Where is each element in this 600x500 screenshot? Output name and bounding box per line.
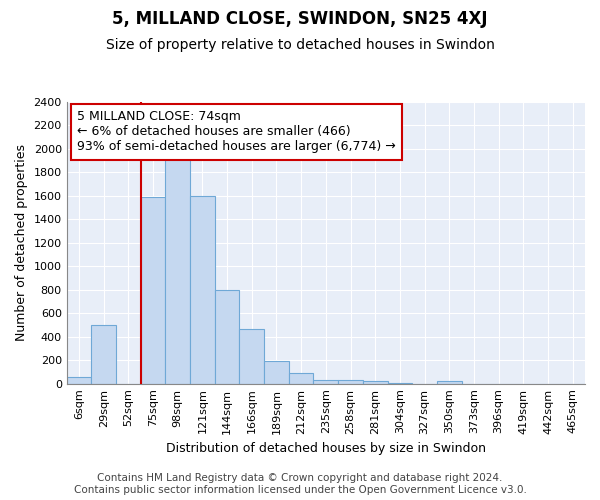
Bar [264,362,289,384]
Text: Size of property relative to detached houses in Swindon: Size of property relative to detached ho… [106,38,494,52]
Bar [437,382,461,384]
Bar [338,380,363,384]
Bar [215,290,239,384]
Bar [91,325,116,384]
Bar [141,197,166,384]
Y-axis label: Number of detached properties: Number of detached properties [15,144,28,342]
Text: Contains HM Land Registry data © Crown copyright and database right 2024.
Contai: Contains HM Land Registry data © Crown c… [74,474,526,495]
Bar [166,154,190,384]
Bar [239,328,264,384]
Bar [67,376,91,384]
Bar [363,382,388,384]
Bar [190,196,215,384]
Bar [313,380,338,384]
X-axis label: Distribution of detached houses by size in Swindon: Distribution of detached houses by size … [166,442,486,455]
Text: 5 MILLAND CLOSE: 74sqm
← 6% of detached houses are smaller (466)
93% of semi-det: 5 MILLAND CLOSE: 74sqm ← 6% of detached … [77,110,396,154]
Bar [388,383,412,384]
Text: 5, MILLAND CLOSE, SWINDON, SN25 4XJ: 5, MILLAND CLOSE, SWINDON, SN25 4XJ [112,10,488,28]
Bar [289,372,313,384]
